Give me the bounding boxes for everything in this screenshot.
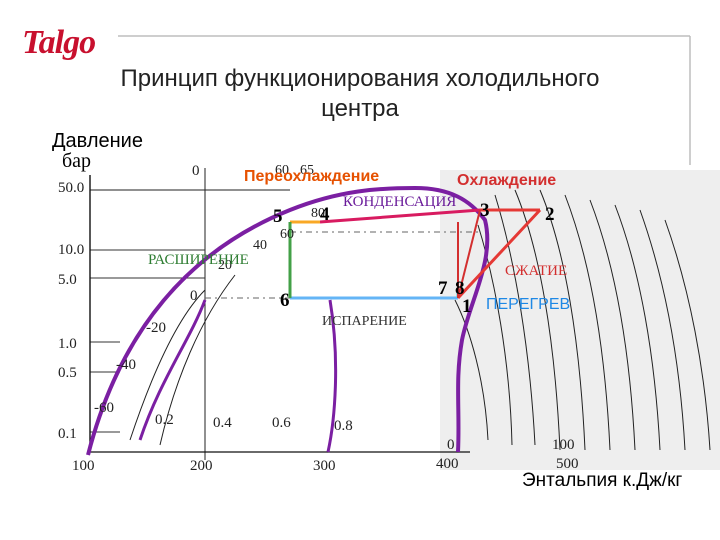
- temperature-label: 80: [311, 206, 325, 221]
- point-8-label: 8: [455, 278, 465, 299]
- point-1-label: 1: [462, 296, 472, 317]
- quality-label: 0.6: [272, 415, 291, 431]
- saturation-dome: [86, 185, 490, 456]
- x-axis-label: Энтальпия к.Дж/кг: [522, 470, 683, 491]
- title-line-2: центра: [321, 95, 399, 122]
- superheat-label: ПЕРЕГРЕВ: [486, 296, 571, 313]
- point-3-label: 3: [480, 200, 490, 221]
- quality-label: 0.2: [155, 412, 174, 428]
- point-6-label: 6: [280, 290, 290, 311]
- x-tick: 300: [313, 458, 336, 474]
- isotherm-curves: [454, 189, 711, 451]
- y-tick: 0.1: [58, 426, 77, 442]
- y-axis-unit: бар: [62, 150, 92, 172]
- title-line-1: Принцип функционирования холодильного: [120, 65, 600, 92]
- temperature-label: -40: [116, 357, 136, 373]
- compression-line: [456, 208, 542, 300]
- cooling-label: Охлаждение: [457, 172, 557, 189]
- temperature-label: 0: [192, 163, 200, 179]
- point-5-label: 5: [273, 206, 283, 227]
- subcooled-liquid-curve: [138, 299, 207, 441]
- page-title: Принцип функционирования холодильного це…: [0, 64, 720, 124]
- temperature-label: 60: [280, 227, 294, 242]
- point-2-label: 2: [545, 204, 555, 225]
- subcooling-label: Переохлаждение: [244, 168, 380, 185]
- quality-line-purple: [326, 299, 338, 453]
- y-tick: 50.0: [58, 180, 85, 196]
- y-tick: 1.0: [58, 336, 77, 352]
- y-tick: 5.0: [58, 272, 77, 288]
- temperature-label: 40: [253, 238, 267, 253]
- x-tick: 100: [72, 458, 95, 474]
- point-4-label: 4: [320, 204, 330, 225]
- point-3-connector: [457, 209, 481, 299]
- quality-label: 0.8: [334, 418, 353, 434]
- isobar-lines: [90, 249, 205, 433]
- expansion-label: РАСШИРЕНИЕ: [148, 252, 249, 268]
- condensation-line: [319, 208, 481, 224]
- x-tick: 400: [436, 456, 459, 472]
- quality-label: 0.4: [213, 415, 232, 431]
- x-tick: 500: [556, 456, 579, 472]
- temperature-label: 60: [275, 163, 289, 178]
- x-tick: 200: [190, 458, 213, 474]
- temperature-label: 20: [218, 258, 232, 273]
- x-tick-secondary: 100: [552, 437, 575, 453]
- y-axis-label: Давление: [52, 130, 143, 152]
- temperature-label: 65: [300, 163, 314, 178]
- quality-curves: [90, 168, 290, 460]
- x-tick-secondary: 0: [447, 437, 455, 453]
- temperature-label: 0: [190, 288, 198, 304]
- compression-label: СЖАТИЕ: [505, 263, 568, 279]
- evaporation-label: ИСПАРЕНИЕ: [322, 314, 407, 329]
- temperature-label: -60: [94, 400, 114, 416]
- dashed-guides: [205, 231, 480, 299]
- y-tick: 0.5: [58, 365, 77, 381]
- talgo-logo: Talgo: [22, 24, 96, 61]
- point-7-label: 7: [438, 278, 448, 299]
- condensation-label: КОНДЕНСАЦИЯ: [343, 194, 457, 210]
- y-tick: 10.0: [58, 242, 85, 258]
- temperature-label: -20: [146, 320, 166, 336]
